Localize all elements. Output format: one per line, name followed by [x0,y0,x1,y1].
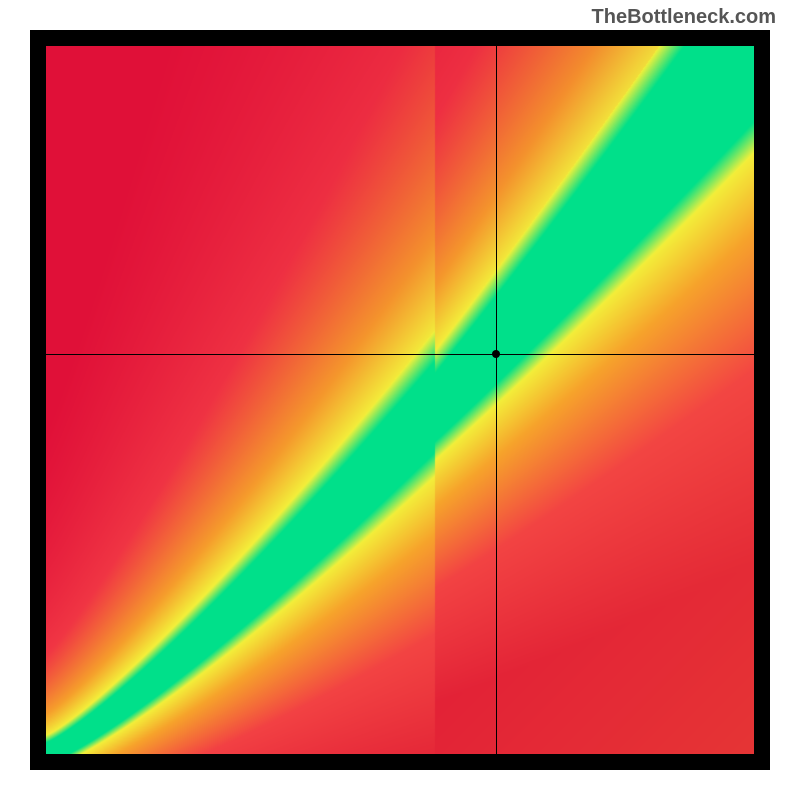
crosshair-horizontal [46,354,754,355]
chart-frame [30,30,770,770]
crosshair-vertical [496,46,497,754]
watermark-text: TheBottleneck.com [592,6,776,29]
crosshair-dot [492,350,500,358]
chart-container: TheBottleneck.com [0,0,800,800]
plot-area [46,46,754,754]
heatmap-canvas [46,46,754,754]
